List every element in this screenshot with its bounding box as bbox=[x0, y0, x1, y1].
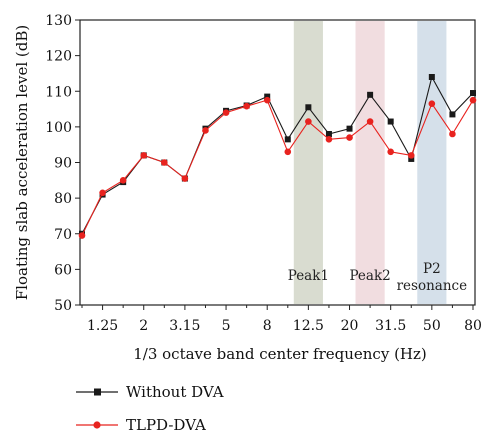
point-tlpd-dva-14 bbox=[366, 118, 374, 125]
point-tlpd-dva-18 bbox=[449, 130, 456, 138]
point-tlpd-dva-4 bbox=[161, 159, 168, 166]
y-tick-label-90: 90 bbox=[54, 156, 72, 172]
point-without-dva-9 bbox=[264, 93, 271, 100]
x-tick-label-3-15: 3.15 bbox=[169, 318, 200, 334]
x-tick-label-1-25: 1.25 bbox=[87, 318, 118, 334]
point-tlpd-dva-3 bbox=[140, 152, 148, 159]
band-label-p2-resonance-line2: resonance bbox=[397, 278, 468, 294]
y-tick-label-60: 60 bbox=[54, 262, 72, 278]
point-tlpd-dva-9 bbox=[263, 96, 271, 104]
point-without-dva-17 bbox=[428, 74, 435, 80]
point-tlpd-dva-11 bbox=[305, 118, 312, 125]
band-label-p2-resonance-line1: P2 bbox=[423, 261, 441, 277]
point-without-dva-10 bbox=[284, 136, 291, 143]
x-tick-label-8: 8 bbox=[263, 318, 272, 334]
x-tick-label-31-5: 31.5 bbox=[375, 318, 406, 334]
series-group bbox=[78, 74, 477, 239]
point-tlpd-dva-8 bbox=[243, 102, 250, 110]
point-tlpd-dva-5 bbox=[181, 175, 189, 182]
band-peak1 bbox=[293, 21, 323, 304]
point-without-dva-12 bbox=[325, 131, 332, 137]
band-p2-resonance bbox=[417, 21, 447, 304]
legend: Without DVA TLPD-DVA bbox=[76, 383, 224, 434]
legend-label-tlpd-dva: TLPD-DVA bbox=[126, 416, 206, 434]
y-tick-label-50: 50 bbox=[54, 298, 72, 314]
point-without-dva-19 bbox=[470, 90, 476, 97]
x-tick-label-80: 80 bbox=[464, 318, 482, 334]
legend-label-without-dva: Without DVA bbox=[126, 383, 224, 401]
x-tick-label-5: 5 bbox=[222, 318, 231, 334]
legend-marker-without-dva bbox=[94, 388, 101, 396]
point-tlpd-dva-19 bbox=[469, 96, 477, 104]
highlight-bands bbox=[293, 21, 447, 304]
band-peak2 bbox=[355, 21, 385, 304]
y-axis-title: Floating slab acceleration level (dB) bbox=[13, 25, 31, 300]
point-tlpd-dva-10 bbox=[284, 148, 292, 156]
x-tick-label-2: 2 bbox=[139, 318, 148, 334]
x-tick-label-12-5: 12.5 bbox=[293, 318, 324, 334]
y-tick-label-100: 100 bbox=[45, 120, 72, 136]
y-tick-label-120: 120 bbox=[45, 49, 72, 65]
point-tlpd-dva-7 bbox=[222, 109, 230, 116]
point-without-dva-16 bbox=[408, 155, 415, 162]
point-tlpd-dva-2 bbox=[119, 177, 127, 184]
plot-frame bbox=[79, 19, 476, 306]
point-without-dva-11 bbox=[305, 104, 312, 111]
point-tlpd-dva-12 bbox=[325, 136, 333, 143]
y-tick-label-110: 110 bbox=[45, 84, 72, 100]
x-axis-ticks: 1.25 2 3.15 5 8 12.5 20 31.5 50 80 bbox=[81, 305, 482, 334]
point-without-dva-13 bbox=[346, 125, 353, 132]
series-line-tlpd-dva bbox=[81, 99, 474, 236]
point-tlpd-dva-15 bbox=[387, 148, 394, 156]
y-tick-label-70: 70 bbox=[54, 227, 72, 243]
x-tick-label-20: 20 bbox=[341, 318, 359, 334]
band-label-peak1: Peak1 bbox=[288, 268, 329, 284]
y-axis-ticks: 50 60 70 80 90 100 110 120 130 bbox=[45, 13, 80, 314]
y-tick-label-130: 130 bbox=[45, 13, 72, 29]
y-tick-label-80: 80 bbox=[54, 191, 72, 207]
point-tlpd-dva-16 bbox=[407, 152, 415, 159]
legend-marker-tlpd-dva bbox=[93, 421, 101, 429]
point-without-dva-14 bbox=[367, 91, 374, 98]
point-tlpd-dva-17 bbox=[428, 100, 436, 108]
point-without-dva-15 bbox=[387, 118, 394, 125]
point-tlpd-dva-1 bbox=[99, 189, 106, 197]
x-axis-title: 1/3 octave band center frequency (Hz) bbox=[133, 345, 427, 363]
point-tlpd-dva-13 bbox=[346, 134, 353, 141]
band-label-peak2: Peak2 bbox=[349, 268, 390, 284]
point-without-dva-18 bbox=[449, 111, 456, 118]
point-tlpd-dva-6 bbox=[202, 127, 209, 134]
x-tick-label-50: 50 bbox=[423, 318, 441, 334]
point-tlpd-dva-0 bbox=[78, 232, 86, 239]
